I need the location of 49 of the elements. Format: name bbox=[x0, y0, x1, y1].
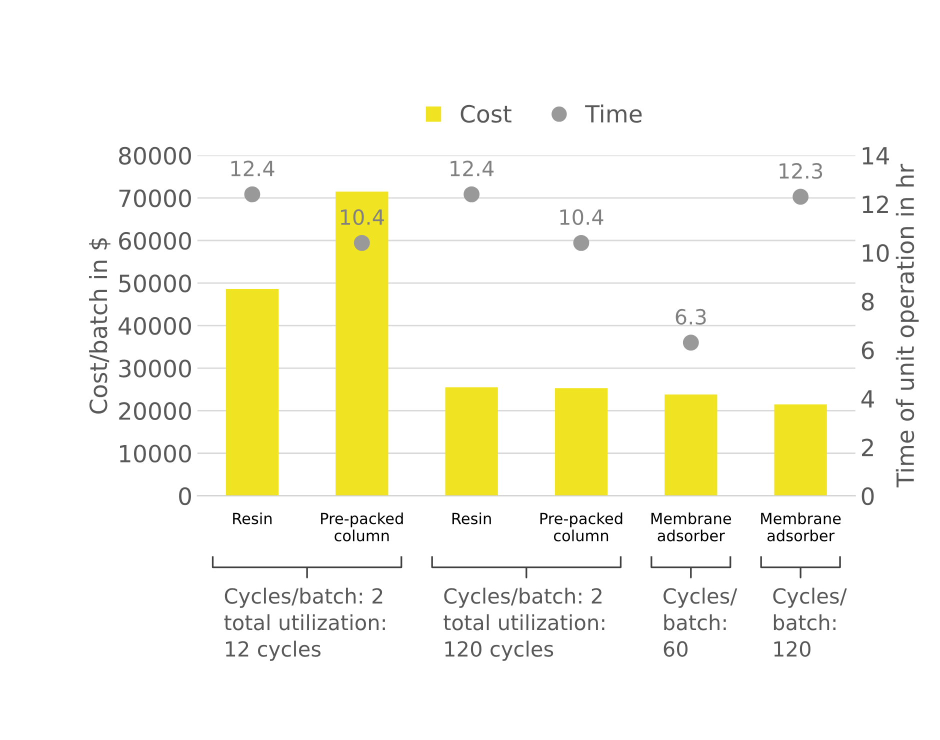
bar bbox=[336, 192, 388, 496]
x-tick-label: Resin bbox=[233, 512, 272, 524]
y2-tick-label: 6 bbox=[862, 341, 874, 360]
bar bbox=[554, 388, 608, 496]
y-tick-label: 70000 bbox=[119, 189, 191, 208]
y-tick-label: 10000 bbox=[120, 444, 191, 463]
bar bbox=[226, 289, 279, 496]
x-tick-label: Membrane adsorber bbox=[761, 512, 841, 542]
data-label: 12.4 bbox=[450, 160, 494, 176]
y2-tick-label: 10 bbox=[862, 244, 889, 262]
data-label: 12.3 bbox=[780, 163, 822, 179]
x-tick-label: Membrane adsorber bbox=[651, 512, 732, 542]
y-tick-label: 30000 bbox=[119, 360, 191, 378]
y2-tick-label: 8 bbox=[862, 292, 874, 311]
point bbox=[354, 234, 370, 251]
bar bbox=[445, 387, 498, 496]
point bbox=[573, 234, 590, 251]
x-tick-label: Pre-packed column bbox=[321, 512, 403, 542]
point bbox=[792, 188, 809, 205]
data-label: 10.4 bbox=[340, 209, 384, 226]
y-tick-label: 20000 bbox=[119, 402, 191, 420]
y-tick-label: 80000 bbox=[119, 146, 191, 165]
point bbox=[682, 334, 699, 351]
y-tick-label: 50000 bbox=[119, 274, 191, 292]
data-label: 6.3 bbox=[676, 308, 706, 325]
x-tick-label: Resin bbox=[452, 512, 491, 524]
point bbox=[464, 186, 480, 202]
y-tick-label: 40000 bbox=[118, 317, 191, 335]
y2-tick-label: 14 bbox=[862, 147, 889, 164]
data-label: 10.4 bbox=[560, 209, 604, 226]
point bbox=[244, 186, 260, 202]
y2-tick-label: 12 bbox=[862, 195, 888, 213]
y-tick-label: 0 bbox=[179, 487, 191, 506]
y2-tick-label: 2 bbox=[862, 438, 873, 456]
legend-label: Cost bbox=[460, 104, 512, 123]
bar bbox=[664, 394, 718, 496]
y-tick-label: 60000 bbox=[119, 232, 191, 250]
data-label: 12.4 bbox=[231, 160, 274, 176]
text: Cycles/ batch: 60 bbox=[664, 588, 738, 657]
text: Cycles/batch: 2 total utilization: 120 cycles bbox=[444, 588, 604, 661]
text: Cycles/ batch: 120 bbox=[773, 588, 847, 657]
text: Cycles/batch: 2 total utilization: 12 cycles bbox=[224, 588, 385, 661]
y2-tick-label: 4 bbox=[861, 390, 874, 408]
y2-axis-title: Time of unit operation in hr bbox=[896, 164, 919, 488]
y-axis-title: Cost/batch in $ bbox=[89, 238, 110, 414]
y2-tick-label: 0 bbox=[862, 487, 874, 506]
x-tick-label: Pre-packed column bbox=[540, 512, 622, 542]
bar bbox=[774, 404, 827, 496]
legend-label: Time bbox=[585, 104, 642, 123]
